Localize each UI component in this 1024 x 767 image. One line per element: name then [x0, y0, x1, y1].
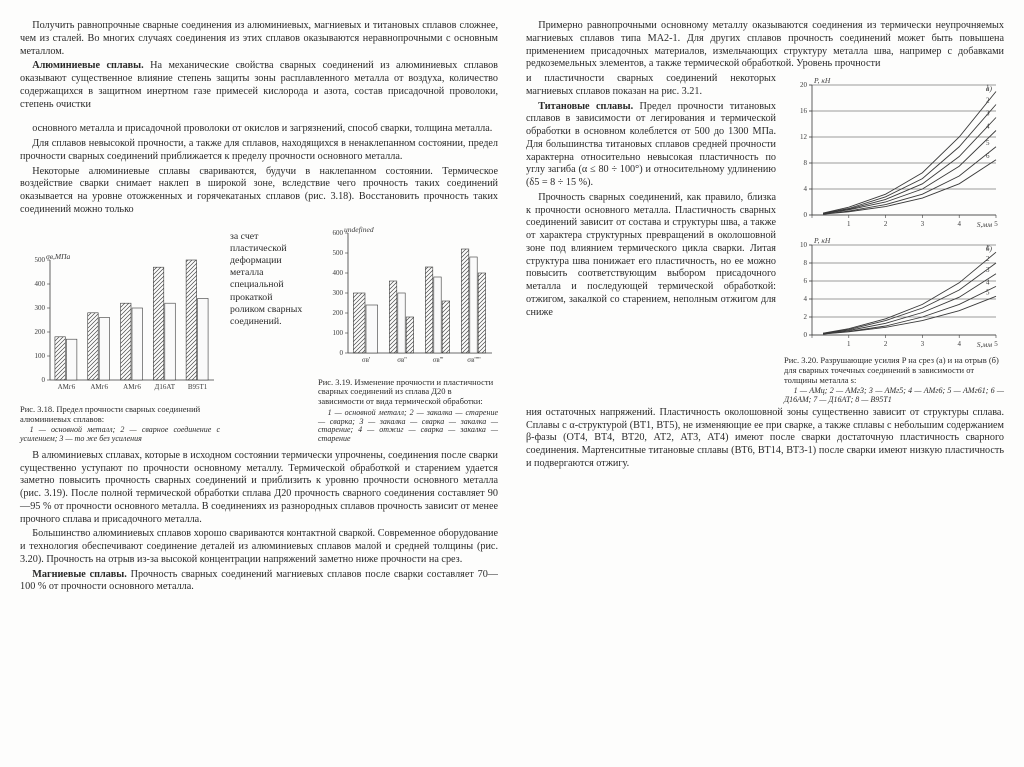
svg-text:0: 0 [42, 376, 46, 384]
svg-text:undefined: undefined [344, 225, 374, 234]
svg-text:4: 4 [986, 278, 990, 286]
svg-text:4: 4 [804, 295, 808, 303]
svg-text:5: 5 [994, 220, 998, 228]
caption-legend: 1 — основной металл; 2 — закалка — старе… [318, 409, 498, 444]
svg-text:20: 20 [800, 81, 808, 89]
svg-text:500: 500 [35, 256, 46, 264]
svg-text:4: 4 [986, 123, 990, 131]
svg-text:3: 3 [921, 220, 925, 228]
svg-text:200: 200 [333, 309, 344, 317]
svg-text:2: 2 [884, 340, 888, 348]
para: В алюминиевых сплавах, которые в исходно… [20, 450, 498, 527]
svg-text:6: 6 [986, 152, 990, 160]
svg-text:4: 4 [957, 220, 961, 228]
svg-text:1: 1 [847, 340, 851, 348]
para: Большинство алюминиевых сплавов хорошо с… [20, 528, 498, 566]
caption: Рис. 3.19. Изменение прочности и пластич… [318, 378, 498, 407]
para: основного металла и присадочной проволок… [20, 123, 498, 136]
svg-text:5: 5 [994, 340, 998, 348]
run-bold: Титановые сплавы. [538, 101, 633, 112]
para: Примерно равнопрочными основному металлу… [526, 20, 1004, 71]
svg-text:3: 3 [986, 110, 990, 118]
svg-text:σв'': σв'' [397, 356, 407, 364]
right-text-col: и пластичности сварных соединений некото… [526, 73, 776, 407]
svg-text:500: 500 [333, 249, 344, 257]
svg-text:2: 2 [986, 97, 990, 105]
para: Титановые сплавы. Предел прочности титан… [526, 101, 776, 190]
figure-row: 0100200300400500σв,МПаАМг6АМг6АМг6Д16АТВ… [20, 225, 498, 446]
chart-318: 0 100 200 300 400 500σв,МПа АМг6 АМг6 АМг6 Д16АТ В… [20, 252, 220, 402]
para: и пластичности сварных соединений некото… [526, 73, 776, 99]
svg-text:σв,МПа: σв,МПа [46, 252, 70, 261]
caption-legend: 1 — основной металл; 2 — сварное соедине… [20, 426, 220, 444]
svg-text:σв': σв' [362, 356, 370, 364]
chart-319: 0 100 200 300 400 500 600undefined σв' σв'' σв'''… [318, 225, 498, 375]
svg-text:АМг6: АМг6 [123, 383, 141, 391]
svg-text:10: 10 [800, 241, 808, 249]
svg-text:1: 1 [847, 220, 851, 228]
svg-text:В95Т1: В95Т1 [188, 383, 208, 391]
svg-text:АМг6: АМг6 [58, 383, 76, 391]
svg-text:300: 300 [333, 289, 344, 297]
right-wrap: и пластичности сварных соединений некото… [526, 73, 1004, 407]
svg-text:8: 8 [804, 259, 808, 267]
svg-text:S,мм: S,мм [977, 340, 992, 349]
svg-text:100: 100 [35, 352, 46, 360]
para: Магниевые сплавы. Прочность сварных соед… [20, 569, 498, 595]
svg-text:3: 3 [921, 340, 925, 348]
left-page: Получить равнопрочные сварные соединения… [20, 20, 498, 596]
svg-text:6: 6 [804, 277, 808, 285]
svg-text:3: 3 [986, 266, 990, 274]
run-bold: Алюминиевые сплавы. [32, 60, 143, 71]
svg-text:Д16АТ: Д16АТ [155, 383, 176, 391]
svg-text:400: 400 [333, 269, 344, 277]
para: Прочность сварных соединений, как правил… [526, 192, 776, 320]
svg-text:600: 600 [333, 229, 344, 237]
svg-text:8: 8 [804, 159, 808, 167]
para: Получить равнопрочные сварные соединения… [20, 20, 498, 58]
caption: Рис. 3.20. Разрушающие усилия P на срез … [784, 356, 1004, 385]
svg-text:100: 100 [333, 329, 344, 337]
svg-text:300: 300 [35, 304, 46, 312]
svg-text:S,мм: S,мм [977, 220, 992, 229]
svg-text:P, кН: P, кН [813, 236, 831, 245]
svg-text:4: 4 [804, 185, 808, 193]
svg-text:2: 2 [884, 220, 888, 228]
run: Предел прочности титановых сплавов в зав… [526, 101, 776, 189]
svg-text:P, кН: P, кН [813, 76, 831, 85]
svg-text:16: 16 [800, 107, 808, 115]
svg-text:σв''''': σв''''' [467, 356, 480, 364]
chart-320b: 024681012345P, кНS,ммб)12345 [784, 233, 1004, 353]
svg-text:200: 200 [35, 328, 46, 336]
figure-320: 04812162012345P, кНS,мма)123456 02468101… [784, 73, 1004, 407]
figure-319: 0 100 200 300 400 500 600undefined σв' σв'' σв'''… [318, 225, 498, 446]
svg-text:5: 5 [986, 288, 990, 296]
svg-text:4: 4 [957, 340, 961, 348]
svg-text:0: 0 [340, 349, 344, 357]
svg-text:5: 5 [986, 139, 990, 147]
svg-text:2: 2 [986, 255, 990, 263]
figure-318: 0 100 200 300 400 500σв,МПа АМг6 АМг6 АМг6 Д16АТ В… [20, 252, 220, 446]
svg-text:2: 2 [804, 313, 808, 321]
svg-text:12: 12 [800, 133, 808, 141]
svg-text:σв''': σв''' [433, 356, 444, 364]
run-bold: Магниевые сплавы. [32, 569, 127, 580]
wrap-text: за счет пластической деформации металла … [230, 225, 308, 331]
caption: Рис. 3.18. Предел прочности сварных соед… [20, 405, 220, 425]
para: Для сплавов невысокой прочности, а также… [20, 138, 498, 164]
svg-text:400: 400 [35, 280, 46, 288]
para: Некоторые алюминиевые сплавы свариваются… [20, 166, 498, 217]
para: Алюминиевые сплавы. На механические свой… [20, 60, 498, 111]
chart-320a: 04812162012345P, кНS,мма)123456 [784, 73, 1004, 233]
svg-text:0: 0 [804, 331, 808, 339]
svg-text:1: 1 [986, 84, 990, 92]
para: за счет пластической деформации металла … [230, 231, 308, 329]
caption-legend: 1 — АМц; 2 — АМг3; 3 — АМг5; 4 — АМг6; 5… [784, 387, 1004, 405]
svg-text:1: 1 [986, 244, 990, 252]
para: ния остаточных напряжений. Пластичность … [526, 407, 1004, 471]
svg-text:АМг6: АМг6 [90, 383, 108, 391]
right-page: Примерно равнопрочными основному металлу… [526, 20, 1004, 596]
svg-text:0: 0 [804, 211, 808, 219]
page-spread: Получить равнопрочные сварные соединения… [20, 20, 1004, 596]
